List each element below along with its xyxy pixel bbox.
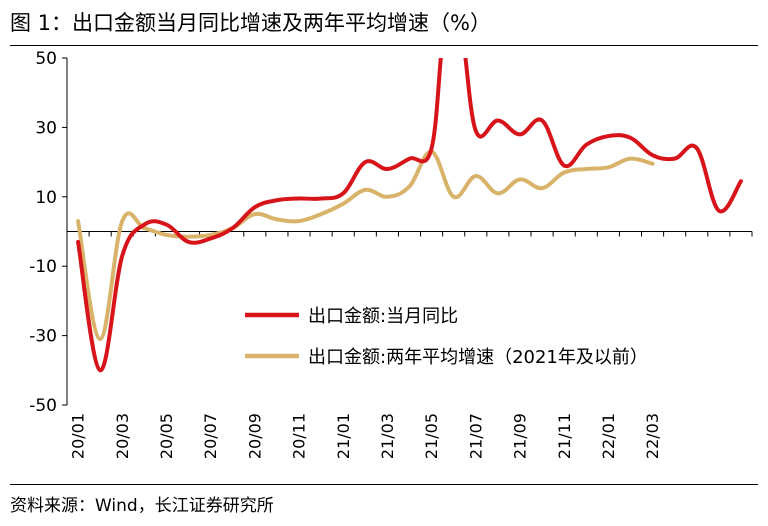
y-tick-label: -10 [29, 257, 57, 277]
y-tick-label: 50 [35, 49, 57, 69]
title-rule [10, 45, 758, 46]
bottom-rule [10, 484, 758, 485]
x-tick-label: 21/09 [511, 413, 530, 459]
x-tick-label: 22/03 [643, 413, 662, 459]
x-tick-label: 21/05 [422, 413, 441, 459]
x-tick-label: 20/03 [113, 413, 132, 459]
y-tick-label: -50 [29, 396, 57, 416]
legend-entry-monthly-yoy: 出口金额:当月同比 [308, 306, 458, 327]
x-tick-label: 22/01 [599, 413, 618, 459]
y-tick-label: 10 [35, 188, 57, 208]
x-tick-label: 20/01 [69, 413, 88, 459]
x-tick-label: 20/09 [245, 413, 264, 459]
source-note: 资料来源：Wind，长江证券研究所 [10, 496, 274, 516]
y-tick-label: -30 [29, 327, 57, 347]
chart-title: 图 1：出口金额当月同比增速及两年平均增速（%） [10, 11, 491, 35]
x-tick-label: 21/01 [334, 413, 353, 459]
y-tick-label: 30 [35, 118, 57, 138]
series-line-two-year-avg [76, 149, 655, 342]
x-tick-label: 20/11 [290, 413, 309, 459]
x-tick-label: 20/07 [201, 413, 220, 459]
x-tick-label: 20/05 [157, 413, 176, 459]
x-tick-label: 21/03 [378, 413, 397, 459]
x-tick-label: 21/11 [555, 413, 574, 459]
legend-entry-two-year-avg: 出口金额:两年平均增速（2021年及以前） [308, 347, 648, 368]
x-tick-label: 21/07 [466, 413, 485, 459]
series-line-monthly-yoy [76, 58, 743, 373]
